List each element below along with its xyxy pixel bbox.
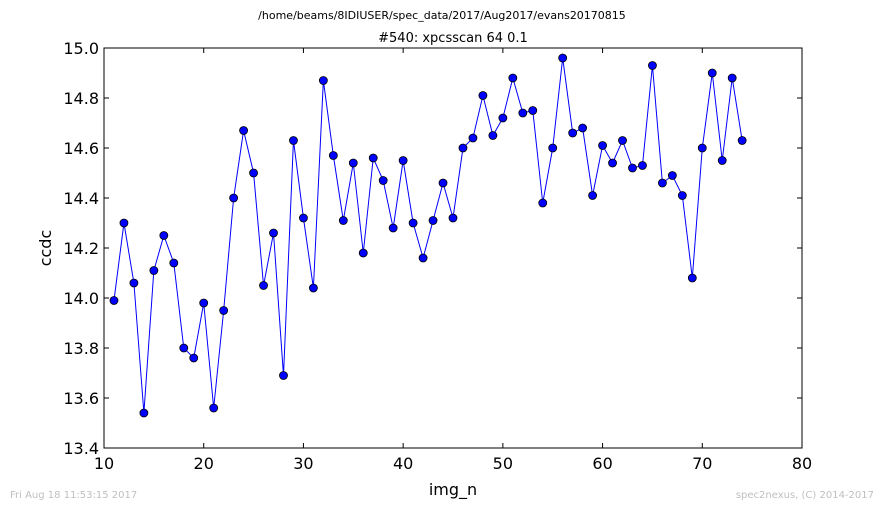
- data-point: [169, 258, 179, 268]
- x-axis: 10 20 30 40 50 60 70 80: [94, 48, 812, 473]
- data-point: [368, 153, 378, 163]
- data-point: [528, 106, 538, 115]
- data-point: [558, 53, 568, 63]
- x-tick-label: 30: [293, 454, 313, 473]
- y-axis: 13.4 13.6 13.8 14.0 14.2 14.4 14.6 14.8 15.0: [63, 39, 802, 458]
- data-point: [358, 248, 368, 258]
- data-point: [548, 143, 558, 153]
- data-point: [578, 123, 588, 133]
- series-line: [113, 57, 743, 414]
- footer-credit: spec2nexus, (C) 2014-2017: [736, 490, 874, 501]
- data-point: [428, 216, 438, 225]
- data-point: [179, 343, 189, 353]
- data-point: [299, 213, 308, 223]
- x-tick-label: 80: [792, 454, 812, 473]
- data-point: [269, 228, 278, 238]
- data-point: [737, 136, 747, 145]
- x-axis-label: img_n: [429, 480, 477, 500]
- data-point: [488, 131, 498, 140]
- file-path: /home/beams/8IDIUSER/spec_data/2017/Aug2…: [258, 9, 626, 22]
- data-point: [279, 371, 288, 380]
- y-tick-label: 14.2: [63, 239, 99, 258]
- data-point: [109, 296, 119, 305]
- data-point: [239, 126, 249, 135]
- x-tick-label: 40: [393, 454, 413, 473]
- data-point: [199, 298, 209, 308]
- y-tick-label: 14.0: [63, 289, 99, 308]
- data-point: [697, 143, 707, 153]
- data-point: [338, 216, 348, 225]
- y-axis-label: ccdc: [36, 230, 55, 267]
- footer-timestamp: Fri Aug 18 11:53:15 2017: [10, 490, 137, 501]
- y-tick-label: 15.0: [63, 39, 99, 58]
- data-point: [478, 91, 488, 100]
- data-point: [438, 178, 448, 188]
- data-point: [408, 218, 418, 228]
- data-point: [149, 266, 159, 275]
- data-point: [378, 176, 388, 185]
- data-point: [658, 178, 667, 188]
- plot-area: [109, 53, 747, 418]
- data-point: [468, 133, 478, 143]
- data-point: [538, 198, 548, 208]
- data-point: [628, 163, 637, 173]
- x-tick-label: 50: [493, 454, 513, 473]
- data-point: [289, 136, 298, 145]
- data-point: [638, 161, 647, 170]
- x-tick-label: 60: [592, 454, 612, 473]
- data-point: [318, 76, 328, 85]
- data-point: [677, 191, 687, 200]
- data-point: [618, 136, 627, 145]
- data-point: [209, 403, 219, 413]
- data-point: [259, 281, 268, 290]
- data-point: [308, 283, 318, 293]
- data-point: [249, 168, 258, 178]
- y-tick-label: 14.6: [63, 139, 99, 158]
- data-point: [518, 108, 528, 118]
- data-point: [458, 143, 468, 153]
- data-point: [398, 156, 408, 165]
- data-point: [667, 171, 677, 180]
- data-point: [229, 193, 239, 203]
- y-tick-label: 13.6: [63, 389, 99, 408]
- data-point: [159, 231, 169, 240]
- data-point: [448, 213, 458, 223]
- data-point: [568, 128, 578, 138]
- data-point: [717, 156, 727, 165]
- plot-frame: [103, 47, 803, 449]
- data-point: [139, 408, 149, 418]
- x-tick-label: 70: [692, 454, 712, 473]
- data-point: [648, 61, 657, 70]
- data-point: [598, 141, 607, 150]
- data-point: [189, 353, 199, 363]
- y-tick-label: 14.8: [63, 89, 99, 108]
- data-point: [388, 223, 398, 233]
- y-tick-label: 14.4: [63, 189, 99, 208]
- x-tick-label: 10: [94, 454, 114, 473]
- x-tick-label: 20: [194, 454, 214, 473]
- data-point: [418, 253, 428, 263]
- data-point: [588, 191, 597, 200]
- y-tick-label: 13.4: [63, 439, 99, 458]
- data-point: [687, 273, 697, 283]
- data-point: [119, 218, 129, 228]
- data-point: [727, 73, 737, 83]
- data-point: [219, 306, 229, 315]
- chart-title: #540: xpcsscan 64 0.1: [378, 31, 528, 46]
- data-point: [508, 73, 518, 83]
- data-point: [498, 113, 508, 123]
- data-point: [328, 151, 338, 160]
- data-point: [707, 68, 717, 78]
- data-point: [608, 158, 617, 168]
- y-tick-label: 13.8: [63, 339, 99, 358]
- data-point: [348, 158, 358, 168]
- data-point: [129, 278, 139, 288]
